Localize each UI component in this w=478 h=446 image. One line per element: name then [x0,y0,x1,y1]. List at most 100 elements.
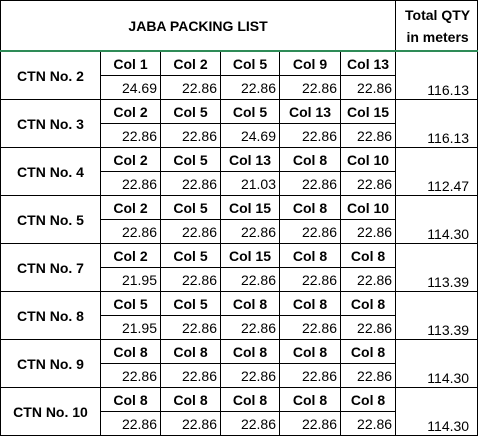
column-name-cell[interactable]: Col 8 [100,339,161,364]
value-cell[interactable]: 22.86 [160,315,221,340]
carton-label[interactable]: CTN No. 5 [0,195,101,244]
carton-total-cell[interactable]: 113.39 [395,291,478,340]
column-name-cell[interactable]: Col 8 [339,243,397,268]
column-name-cell[interactable]: Col 2 [100,99,161,124]
column-name-cell[interactable]: Col 8 [279,243,341,268]
column-name-cell[interactable]: Col 8 [220,291,280,316]
column-name-cell[interactable]: Col 8 [279,195,341,220]
column-name-cell[interactable]: Col 8 [100,387,161,412]
column-name-cell[interactable]: Col 8 [339,387,397,412]
value-cell[interactable]: 22.86 [279,411,341,436]
column-name-cell[interactable]: Col 5 [160,147,221,172]
value-cell[interactable]: 22.86 [279,75,341,100]
carton-label[interactable]: CTN No. 4 [0,147,101,196]
value-cell[interactable]: 22.86 [339,363,397,388]
carton-total-cell[interactable]: 112.47 [395,147,478,196]
column-name-cell[interactable]: Col 10 [339,195,397,220]
value-cell[interactable]: 22.86 [339,171,397,196]
column-name-cell[interactable]: Col 9 [279,50,341,76]
column-name-cell[interactable]: Col 13 [220,147,280,172]
value-cell[interactable]: 22.86 [160,75,221,100]
value-cell[interactable]: 22.86 [339,75,397,100]
column-name-cell[interactable]: Col 15 [220,195,280,220]
value-cell[interactable]: 22.86 [279,171,341,196]
value-cell[interactable]: 22.86 [160,363,221,388]
column-name-cell[interactable]: Col 8 [220,339,280,364]
value-cell[interactable]: 22.86 [339,219,397,244]
column-name-cell[interactable]: Col 5 [100,291,161,316]
sheet-title[interactable]: JABA PACKING LIST [0,0,397,52]
value-cell[interactable]: 22.86 [220,75,280,100]
value-cell[interactable]: 22.86 [100,123,161,148]
value-cell[interactable]: 22.86 [160,123,221,148]
column-name-cell[interactable]: Col 8 [279,339,341,364]
value-cell[interactable]: 22.86 [100,363,161,388]
carton-label[interactable]: CTN No. 10 [0,387,101,436]
value-cell[interactable]: 22.86 [279,315,341,340]
value-cell[interactable]: 22.86 [279,123,341,148]
column-name-cell[interactable]: Col 8 [279,147,341,172]
column-name-cell[interactable]: Col 8 [339,291,397,316]
value-cell[interactable]: 22.86 [160,267,221,292]
value-cell[interactable]: 22.86 [279,267,341,292]
value-cell[interactable]: 22.86 [100,171,161,196]
total-qty-header[interactable]: Total QTY in meters [395,0,478,52]
carton-row-values: 22.86 22.86 22.86 22.86 22.86 [1,219,478,244]
column-name-cell[interactable]: Col 8 [279,387,341,412]
column-name-cell[interactable]: Col 15 [220,243,280,268]
value-cell[interactable]: 24.69 [220,123,280,148]
carton-label[interactable]: CTN No. 3 [0,99,101,148]
value-cell[interactable]: 22.86 [339,411,397,436]
value-cell[interactable]: 21.95 [100,315,161,340]
value-cell[interactable]: 24.69 [100,75,161,100]
column-name-cell[interactable]: Col 13 [339,50,397,76]
value-cell[interactable]: 22.86 [339,267,397,292]
column-name-cell[interactable]: Col 2 [160,50,221,76]
column-name-cell[interactable]: Col 1 [100,50,161,76]
column-name-cell[interactable]: Col 8 [160,387,221,412]
value-cell[interactable]: 22.86 [100,219,161,244]
column-name-cell[interactable]: Col 2 [100,243,161,268]
column-name-cell[interactable]: Col 5 [160,291,221,316]
value-cell[interactable]: 22.86 [160,411,221,436]
column-name-cell[interactable]: Col 8 [160,339,221,364]
carton-label[interactable]: CTN No. 9 [0,339,101,388]
column-name-cell[interactable]: Col 8 [279,291,341,316]
column-name-cell[interactable]: Col 8 [339,339,397,364]
value-cell[interactable]: 22.86 [279,219,341,244]
value-cell[interactable]: 22.86 [339,123,397,148]
column-name-cell[interactable]: Col 5 [220,50,280,76]
carton-label[interactable]: CTN No. 7 [0,243,101,292]
value-cell[interactable]: 22.86 [339,315,397,340]
column-name-cell[interactable]: Col 5 [220,99,280,124]
column-name-cell[interactable]: Col 5 [160,195,221,220]
carton-total-cell[interactable]: 113.39 [395,243,478,292]
carton-total-cell[interactable]: 116.13 [395,99,478,148]
carton-total-cell[interactable]: 114.30 [395,387,478,436]
column-name-cell[interactable]: Col 10 [339,147,397,172]
column-name-cell[interactable]: Col 2 [100,195,161,220]
value-cell[interactable]: 22.86 [220,219,280,244]
value-cell[interactable]: 22.86 [220,363,280,388]
value-cell[interactable]: 22.86 [220,315,280,340]
value-cell[interactable]: 22.86 [279,363,341,388]
value-cell[interactable]: 22.86 [160,171,221,196]
value-cell[interactable]: 22.86 [220,267,280,292]
value-cell[interactable]: 22.86 [160,219,221,244]
column-name-cell[interactable]: Col 5 [160,243,221,268]
carton-total-cell[interactable]: 114.30 [395,339,478,388]
column-name-cell[interactable]: Col 8 [220,387,280,412]
carton-total-cell[interactable]: 116.13 [395,50,478,100]
column-name-cell[interactable]: Col 2 [100,147,161,172]
carton-total-cell[interactable]: 114.30 [395,195,478,244]
carton-label[interactable]: CTN No. 8 [0,291,101,340]
carton-label[interactable]: CTN No. 2 [0,50,101,100]
carton-row-values: 21.95 22.86 22.86 22.86 22.86 [1,315,478,340]
column-name-cell[interactable]: Col 5 [160,99,221,124]
value-cell[interactable]: 21.95 [100,267,161,292]
value-cell[interactable]: 22.86 [100,411,161,436]
value-cell[interactable]: 22.86 [220,411,280,436]
column-name-cell[interactable]: Col 15 [339,99,397,124]
column-name-cell[interactable]: Col 13 [279,99,341,124]
value-cell[interactable]: 21.03 [220,171,280,196]
